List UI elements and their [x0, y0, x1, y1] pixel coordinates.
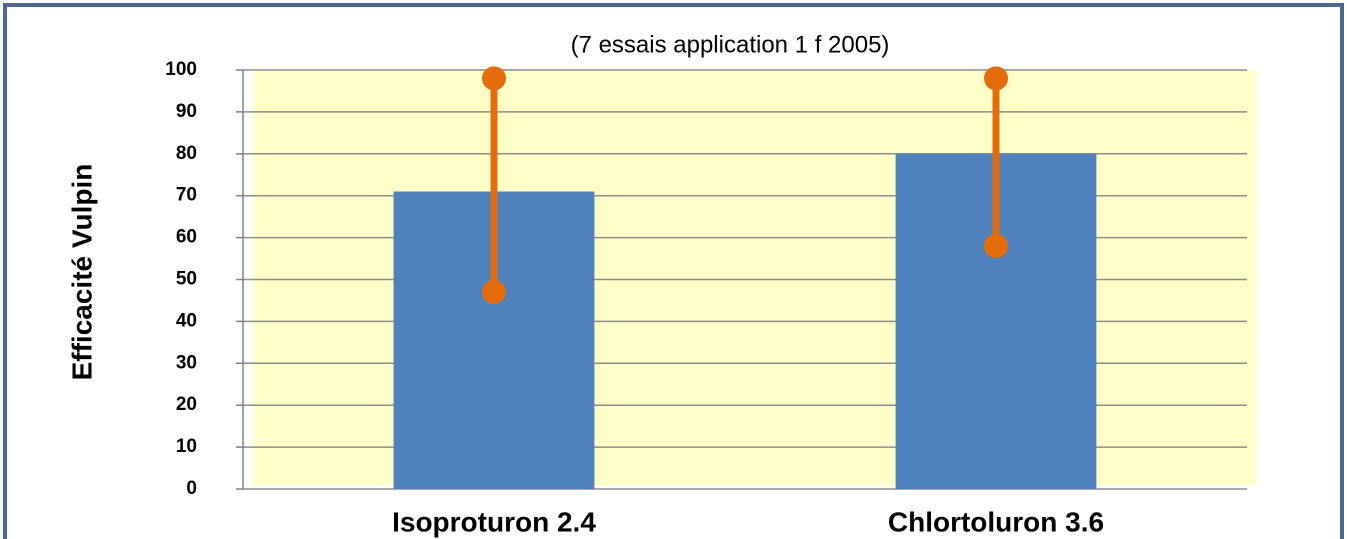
y-tick-label: 30	[176, 352, 197, 373]
x-tick-label: Isoproturon 2.4	[392, 506, 596, 537]
x-tick-label: Chlortoluron 3.6	[888, 506, 1104, 537]
range-low	[984, 233, 1008, 258]
y-axis-label: Efficacité Vulpin	[66, 164, 97, 381]
range-high	[984, 66, 1008, 91]
y-tick-label: 90	[176, 101, 197, 122]
y-tick-label: 50	[176, 269, 197, 290]
y-tick-label: 100	[165, 59, 197, 80]
y-tick-label: 60	[176, 227, 197, 248]
y-tick-label: 20	[176, 394, 197, 415]
y-tick-label: 10	[176, 436, 197, 457]
y-tick-label: 40	[176, 310, 197, 331]
range-high	[482, 66, 506, 91]
y-tick-label: 80	[176, 143, 197, 164]
y-tick-label: 70	[176, 185, 197, 206]
range-low	[482, 280, 506, 305]
chart-title: (7 essais application 1 f 2005)	[571, 31, 890, 58]
y-tick-label: 0	[186, 478, 197, 499]
